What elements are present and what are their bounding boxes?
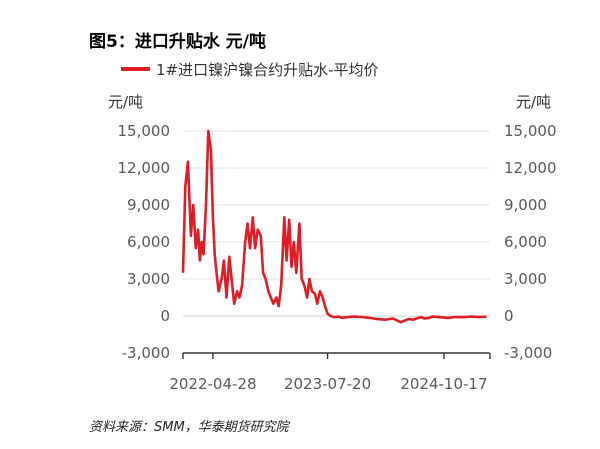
y-unit-right: 元/吨 bbox=[516, 93, 551, 111]
x-tick-label: 2022-04-28 bbox=[169, 375, 256, 393]
source-note: 资料来源：SMM，华泰期货研究院 bbox=[89, 419, 291, 435]
x-ticks: 2022-04-28 2023-07-20 2024-10-17 bbox=[169, 353, 488, 393]
y-tick-label-left: 3,000 bbox=[127, 270, 170, 288]
y-ticks-right: 15,000 12,000 9,000 6,000 3,000 0 -3,000 bbox=[504, 122, 557, 362]
y-tick-label-right: 15,000 bbox=[504, 122, 557, 140]
x-tick-label: 2024-10-17 bbox=[400, 375, 487, 393]
chart-title: 图5：进口升贴水 元/吨 bbox=[89, 31, 266, 52]
y-tick-label-right: -3,000 bbox=[504, 344, 552, 362]
y-tick-label-left: 0 bbox=[160, 307, 170, 325]
y-tick-label-left: -3,000 bbox=[122, 344, 170, 362]
y-tick-label-left: 15,000 bbox=[118, 122, 171, 140]
y-ticks-left: 15,000 12,000 9,000 6,000 3,000 0 -3,000 bbox=[118, 122, 171, 362]
y-tick-label-left: 9,000 bbox=[127, 196, 170, 214]
y-tick-label-right: 9,000 bbox=[504, 196, 547, 214]
x-axis bbox=[182, 352, 491, 359]
y-tick-label-right: 6,000 bbox=[504, 233, 547, 251]
y-unit-left: 元/吨 bbox=[108, 93, 143, 111]
x-tick-label: 2023-07-20 bbox=[284, 375, 371, 393]
y-tick-label-right: 3,000 bbox=[504, 270, 547, 288]
legend-label: 1#进口镍沪镍合约升贴水-平均价 bbox=[156, 61, 379, 79]
y-tick-label-right: 0 bbox=[504, 307, 514, 325]
y-tick-label-left: 12,000 bbox=[118, 159, 171, 177]
y-tick-label-left: 6,000 bbox=[127, 233, 170, 251]
series-line bbox=[181, 129, 487, 324]
gridlines bbox=[183, 130, 490, 354]
y-tick-label-right: 12,000 bbox=[504, 159, 557, 177]
